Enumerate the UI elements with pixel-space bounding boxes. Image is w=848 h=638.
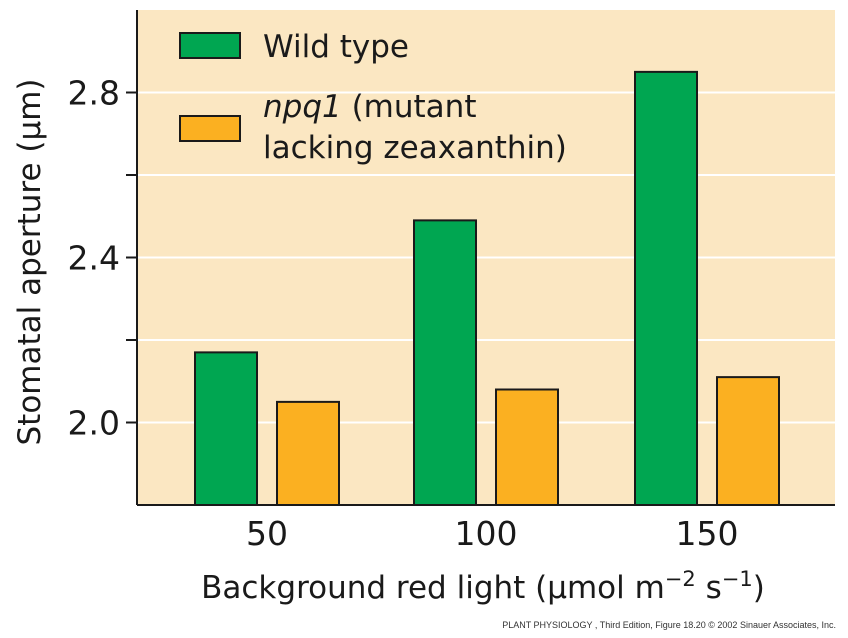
y-tick-label: 2.4 [68,239,120,278]
bar-npq1-100 [495,388,559,506]
legend-label-npq1-line2: lacking zeaxanthin) [263,130,567,166]
legend-swatch-npq1 [179,115,241,142]
axes [126,10,835,506]
legend-label-npq1: npq1 (mutant [263,89,476,125]
legend-label-npq1-rest: (mutant [342,89,477,125]
x-axis-title-mid: s [696,570,722,606]
legend-label-npq1-italic: npq1 [263,89,342,125]
legend-swatch-wild-type [179,32,241,59]
x-axis-title-exponent-2: −1 [722,567,753,591]
x-tick-label: 150 [676,514,739,553]
x-tick-label: 50 [246,514,288,553]
x-axis-title-end: ) [753,570,765,606]
bar-wild-type-100 [413,219,477,506]
x-tick-label: 100 [455,514,518,553]
x-axis-title-exponent-1: −2 [665,567,696,591]
bars [194,70,780,506]
y-axis-title: Stomatal aperture (μm) [12,78,48,445]
bar-wild-type-50 [194,351,258,506]
x-axis-title: Background red light (μmol m−2 s−1) [201,567,765,606]
bar-npq1-50 [276,400,340,506]
legend-label-wild-type: Wild type [263,29,409,65]
legend: Wild type npq1 (mutant lacking zeaxanthi… [179,29,567,166]
bar-npq1-150 [716,376,780,506]
figure-credit: PLANT PHYSIOLOGY , Third Edition, Figure… [502,620,836,630]
bar-wild-type-150 [634,70,698,506]
x-axis-title-main: Background red light (μmol m [201,570,665,606]
y-tick-label: 2.0 [68,404,120,443]
y-tick-label: 2.8 [68,74,120,113]
tick-labels: 2.0 2.4 2.8 50 100 150 [68,74,739,554]
